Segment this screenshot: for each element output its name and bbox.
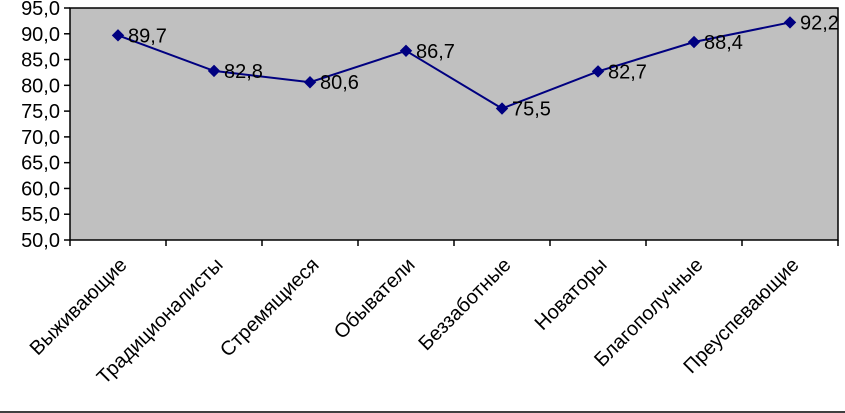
data-point-label: 80,6 [320,72,359,94]
y-axis-tick-label: 85,0 [21,50,60,72]
y-axis-tick-label: 55,0 [21,204,60,226]
y-axis-tick-label: 95,0 [21,0,60,20]
data-point-label: 89,7 [128,25,167,47]
data-point-marker [111,29,125,42]
data-point-label: 86,7 [416,41,455,63]
x-category-label: Стремящиеся [216,254,323,361]
data-point-marker [495,102,509,115]
y-axis-tick-label: 80,0 [21,75,60,97]
data-point-marker [207,64,221,78]
plot-area [69,7,839,241]
data-point-marker [399,44,413,57]
data-point-label: 75,5 [512,99,551,121]
y-axis-tick-label: 60,0 [21,178,60,200]
data-point-marker [783,16,797,29]
x-category-label: Обыватели [330,254,420,344]
y-axis-tick-label: 70,0 [21,127,60,149]
data-point-marker [303,76,317,89]
x-category-label: Выживающие [26,254,132,360]
y-axis-tick-label: 50,0 [21,230,60,252]
data-point-marker [591,65,605,78]
y-axis-tick-label: 75,0 [21,101,60,123]
y-axis-tick-label: 65,0 [21,153,60,175]
x-category-label: Новаторы [531,254,612,335]
data-point-label: 82,8 [224,61,263,83]
y-axis-tick-label: 90,0 [21,24,60,46]
x-category-label: Беззаботные [414,254,515,355]
data-point-label: 88,4 [704,32,743,54]
data-point-marker [687,35,701,49]
data-point-label: 92,2 [800,12,839,34]
data-point-label: 82,7 [608,61,647,83]
series-line [117,21,791,110]
